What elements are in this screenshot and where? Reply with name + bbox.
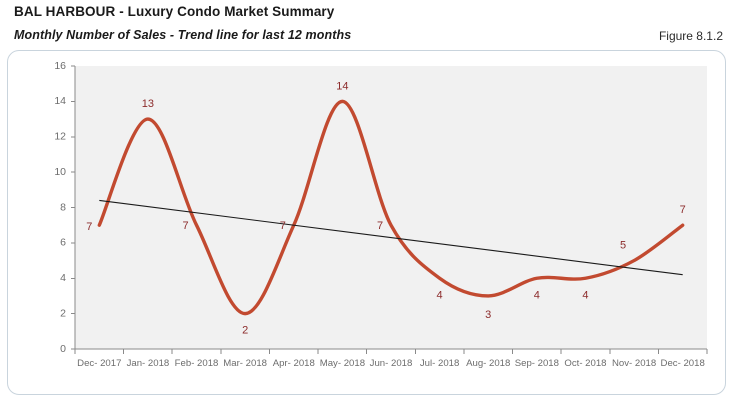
chart-subtitle: Monthly Number of Sales - Trend line for… — [14, 28, 352, 42]
chart-card — [7, 50, 726, 395]
figure-header: BAL HARBOUR - Luxury Condo Market Summar… — [0, 0, 735, 50]
page-title: BAL HARBOUR - Luxury Condo Market Summar… — [14, 4, 335, 19]
figure-number-label: Figure 8.1.2 — [658, 29, 723, 43]
